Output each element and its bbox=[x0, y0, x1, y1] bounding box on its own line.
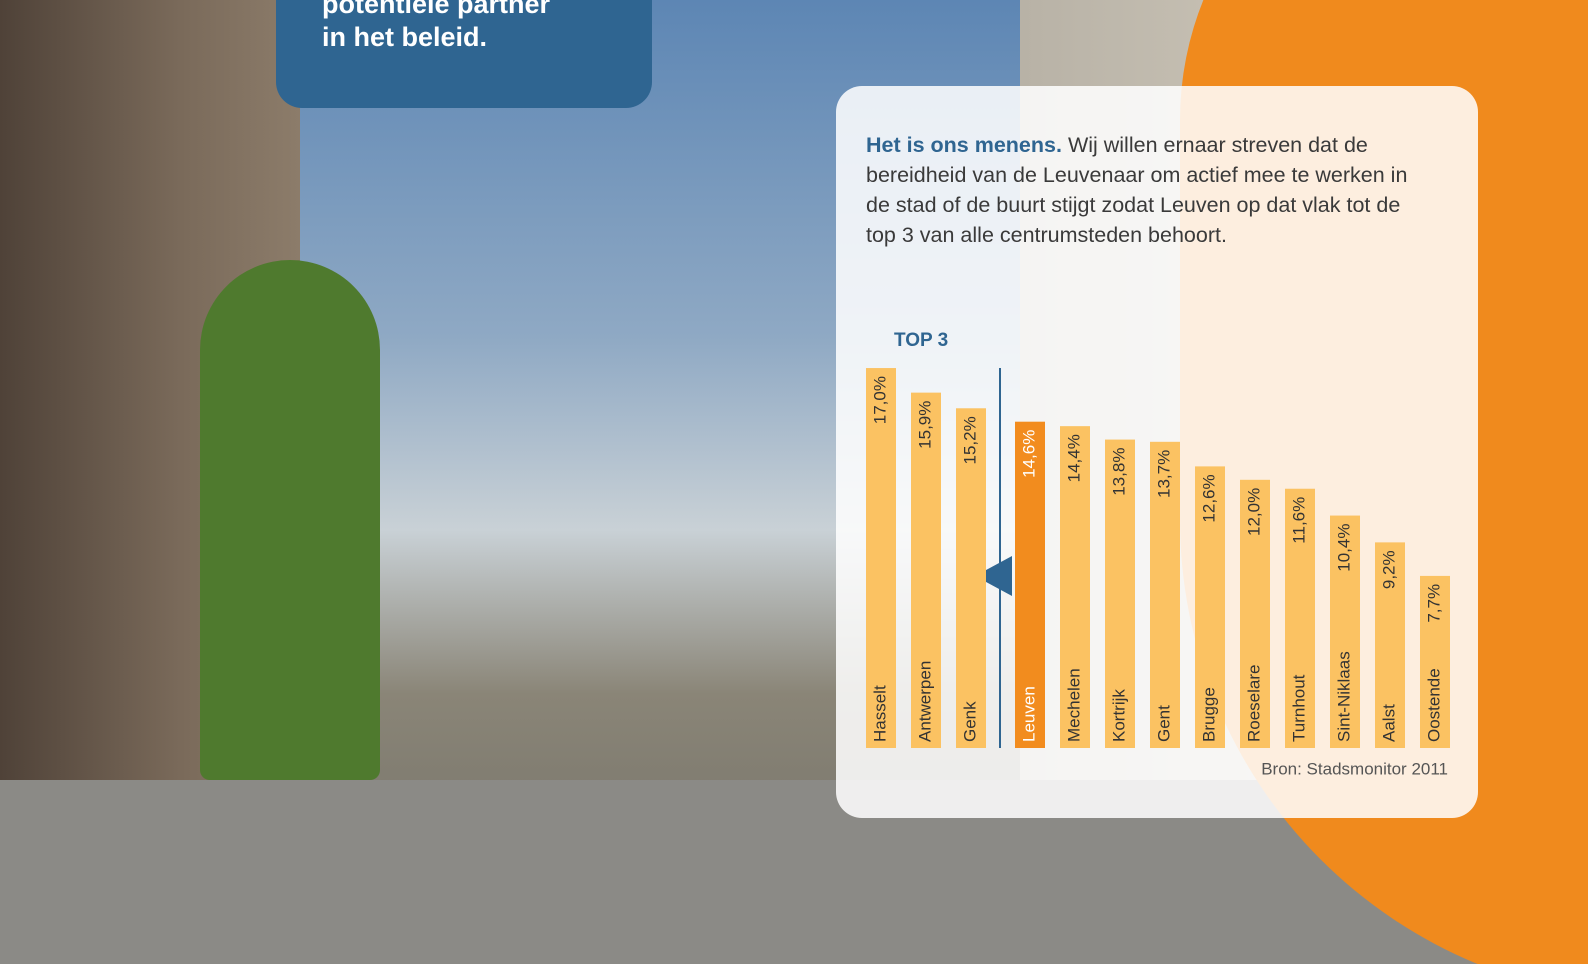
category-label: Brugge bbox=[1199, 687, 1218, 742]
value-label: 13,8% bbox=[1109, 448, 1128, 496]
value-label: 11,6% bbox=[1289, 497, 1308, 544]
category-label: Hasselt bbox=[870, 685, 889, 742]
page: potentiële partner in het beleid. Het is… bbox=[0, 0, 1588, 964]
value-label: 17,0% bbox=[870, 376, 889, 424]
value-label: 10,4% bbox=[1334, 524, 1353, 572]
category-label: Gent bbox=[1154, 705, 1173, 742]
chart: TOP 3 Bron: Stadsmonitor 2011 17,0% Hasse… bbox=[0, 0, 1588, 964]
category-label: Sint-Niklaas bbox=[1334, 651, 1353, 742]
value-label: 15,9% bbox=[915, 401, 934, 449]
value-label: 15,2% bbox=[960, 416, 979, 464]
value-label: 7,7% bbox=[1424, 584, 1443, 623]
category-label: Oostende bbox=[1424, 668, 1443, 742]
category-label: Roeselare bbox=[1244, 665, 1263, 743]
category-label: Antwerpen bbox=[915, 661, 934, 742]
category-label: Leuven bbox=[1019, 686, 1038, 742]
value-label: 9,2% bbox=[1379, 550, 1398, 589]
source: Bron: Stadsmonitor 2011 bbox=[1261, 759, 1448, 778]
annotation: TOP 3 bbox=[894, 330, 948, 351]
value-label: 12,0% bbox=[1244, 488, 1263, 536]
category-label: Genk bbox=[960, 701, 979, 742]
category-label: Mechelen bbox=[1064, 668, 1083, 742]
value-label: 13,7% bbox=[1154, 450, 1173, 498]
value-label: 14,4% bbox=[1064, 434, 1083, 482]
category-label: Kortrijk bbox=[1109, 689, 1128, 742]
value-label: 14,6% bbox=[1019, 430, 1038, 478]
category-label: Aalst bbox=[1379, 704, 1398, 742]
category-label: Turnhout bbox=[1289, 674, 1308, 742]
value-label: 12,6% bbox=[1199, 474, 1218, 522]
